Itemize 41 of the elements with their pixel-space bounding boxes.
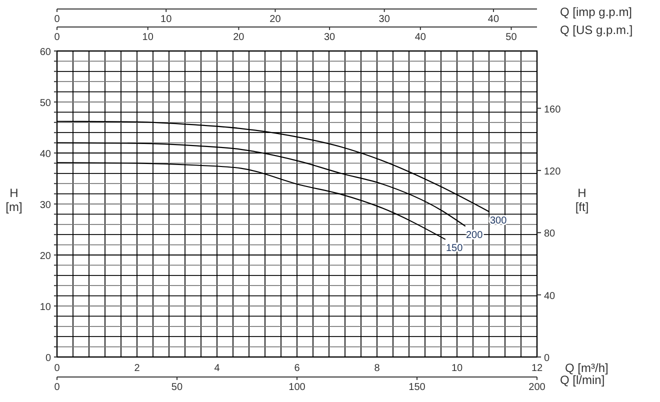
y-tick-label: 60 (40, 47, 52, 58)
y2-tick-label: 80 (544, 228, 556, 240)
text: 30 (324, 32, 336, 43)
y-axis-title: H [m] (6, 186, 22, 214)
x2-tick-label: 30 (378, 14, 390, 25)
x-axis-title: Q [m³/h] (565, 361, 608, 375)
y2-tick-label: 40 (544, 290, 556, 302)
y-tick-label: 30 (40, 200, 52, 211)
x-tick-label: 12 (531, 363, 543, 374)
text: 50 (506, 32, 518, 43)
text: 0 (54, 32, 60, 43)
y2-tick-label: 0 (544, 353, 550, 364)
x2-axis-title: Q [imp g.p.m] (560, 5, 632, 19)
x2-tick-label: 10 (160, 14, 172, 25)
text: 50 (171, 382, 183, 393)
y-tick-label: 0 (45, 353, 52, 364)
text: 40 (414, 32, 426, 43)
text: 150 (408, 382, 426, 393)
y-tick-label: 50 (40, 98, 52, 109)
x2-tick-label: 0 (54, 14, 60, 25)
text: 10 (142, 32, 154, 43)
x-tick-label: 10 (451, 363, 463, 374)
y2-tick-label: 120 (544, 166, 562, 178)
y-tick-label: 20 (40, 251, 52, 262)
y2-tick-label: 160 (544, 104, 562, 116)
text: Q [US g.p.m.] (560, 23, 633, 37)
text: 200 (528, 382, 546, 393)
x-tick-label: 6 (294, 363, 300, 374)
y2-axis-title: H [ft] (575, 186, 589, 214)
y-tick-label: 40 (40, 149, 52, 160)
x-tick-label: 2 (134, 363, 140, 374)
x-tick-label: 0 (54, 363, 60, 374)
text: 0 (54, 382, 60, 393)
text: Q [l/min] (560, 373, 605, 387)
text: 20 (233, 32, 245, 43)
x2-tick-label: 40 (488, 14, 500, 25)
x-tick-label: 8 (374, 363, 380, 374)
text: 100 (288, 382, 306, 393)
x-tick-label: 4 (214, 363, 220, 374)
x2-tick-label: 20 (270, 14, 282, 25)
y-tick-label: 10 (40, 302, 52, 313)
